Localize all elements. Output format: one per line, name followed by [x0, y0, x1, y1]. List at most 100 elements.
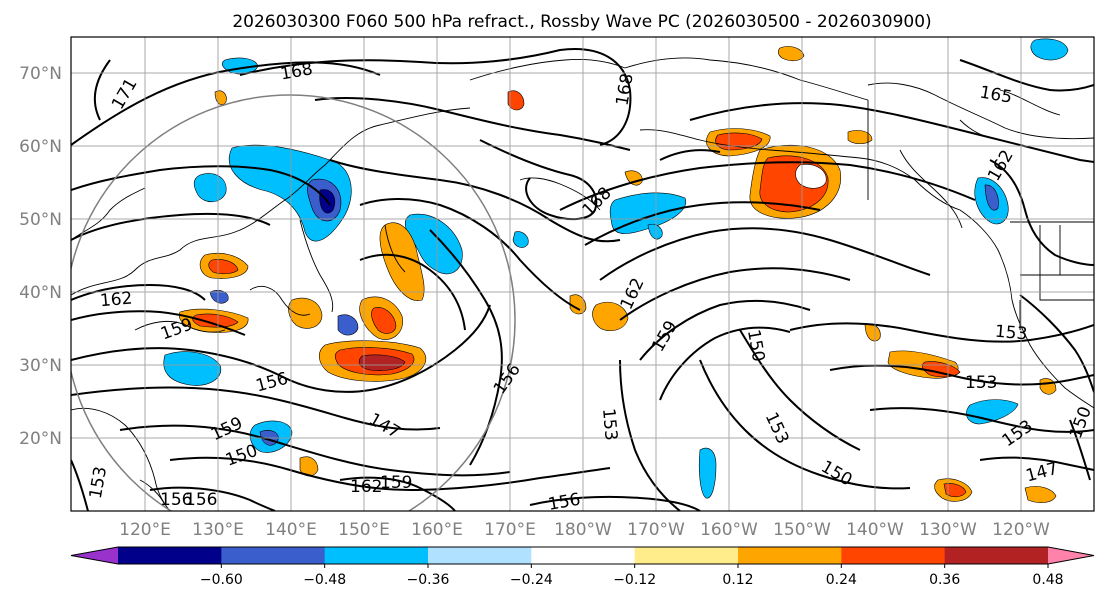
- contour-line: [239, 48, 632, 146]
- colorbar-segment: [634, 547, 739, 564]
- colorbar-segment: [118, 547, 222, 564]
- colorbar-tick-label: 0.24: [826, 572, 857, 588]
- contour-label: 153: [598, 407, 621, 441]
- contour-label: 156: [185, 490, 217, 510]
- colorbar: −0.60 −0.48 −0.36 −0.24 −0.12 0.12 0.24 0.36 0.4…: [70, 546, 1095, 588]
- contour-line: [639, 299, 811, 361]
- lon-label: 120°W: [992, 520, 1050, 540]
- lon-label: 150°E: [338, 520, 390, 540]
- colorbar-tick-label: −0.60: [200, 572, 243, 588]
- lon-label: 180°W: [554, 520, 612, 540]
- contour-line: [71, 212, 271, 241]
- contour-line: [619, 267, 851, 321]
- positive-anomaly-shading: [569, 294, 587, 315]
- contour-line: [659, 149, 721, 161]
- contour-line: [699, 359, 911, 490]
- negative-anomaly-shading: [337, 314, 359, 336]
- lon-label: 130°W: [919, 520, 977, 540]
- lon-label: 120°E: [119, 520, 171, 540]
- positive-anomaly-shading: [592, 301, 629, 331]
- lat-label: 40°N: [19, 283, 62, 303]
- lon-label: 160°E: [411, 520, 463, 540]
- contour-line: [71, 61, 381, 146]
- positive-anomaly-shading: [943, 483, 967, 498]
- contour-line: [529, 495, 701, 511]
- lat-label: 70°N: [19, 64, 62, 84]
- negative-anomaly-shading: [647, 223, 663, 240]
- contour-line: [71, 304, 491, 393]
- contour-line: [989, 159, 1094, 266]
- positive-anomaly-shading: [208, 259, 239, 275]
- latitude-labels: 70°N 60°N 50°N 40°N 30°N 20°N: [19, 64, 62, 449]
- positive-anomaly-shading: [777, 46, 805, 62]
- colorbar-segment: [944, 547, 1049, 564]
- contour-line: [479, 139, 598, 221]
- contour-line: [359, 198, 581, 311]
- contour-label: 153: [994, 322, 1028, 345]
- contour-line: [359, 253, 466, 331]
- lon-label: 160°W: [700, 520, 758, 540]
- colorbar-tick-label: 0.36: [929, 572, 960, 588]
- contour-line: [149, 486, 276, 511]
- colorbar-segment: [324, 547, 429, 564]
- lon-label: 130°E: [192, 520, 244, 540]
- contour-line: [1019, 294, 1094, 393]
- lon-label: 170°E: [484, 520, 536, 540]
- contour-line: [584, 201, 821, 246]
- colorbar-tick-label: −0.24: [510, 572, 553, 588]
- negative-anomaly-shading: [698, 447, 717, 499]
- contour-line: [689, 102, 1094, 163]
- positive-anomaly-shading: [379, 222, 425, 301]
- contour-line: [559, 161, 976, 211]
- positive-anomaly-shading: [795, 164, 827, 189]
- contour-line: [329, 159, 621, 243]
- colorbar-extend-high: [1048, 547, 1094, 564]
- map-panel: 171 168 168 168 165 162 162 162 159 159 …: [71, 37, 1094, 515]
- lat-label: 30°N: [19, 356, 62, 376]
- contour-line: [71, 386, 441, 431]
- contour-label: 156: [547, 490, 582, 515]
- contour-label: 156: [160, 490, 192, 510]
- contour-line: [959, 59, 1094, 92]
- colorbar-tick-label: −0.48: [303, 572, 346, 588]
- colorbar-segment: [841, 547, 946, 564]
- colorbar-tick-label: −0.36: [407, 572, 450, 588]
- grid-lines: [71, 37, 1094, 511]
- colorbar-segment: [428, 547, 532, 564]
- contour-line: [169, 456, 611, 492]
- lon-label: 140°W: [846, 520, 904, 540]
- colorbar-outline: [70, 546, 1095, 565]
- contour-label: 153: [965, 373, 997, 393]
- positive-anomaly-shading: [1024, 486, 1057, 503]
- map-title: 2026030300 F060 500 hPa refract., Rossby…: [232, 12, 931, 32]
- height-contours: [71, 48, 1094, 511]
- lon-label: 140°E: [265, 520, 317, 540]
- lat-label: 20°N: [19, 429, 62, 449]
- contour-line: [619, 359, 681, 511]
- contour-line: [659, 326, 791, 401]
- colorbar-segment: [221, 547, 326, 564]
- contour-label: 159: [380, 473, 412, 493]
- colorbar-tick-label: −0.12: [613, 572, 656, 588]
- longitude-labels: 120°E 130°E 140°E 150°E 160°E 170°E 180°…: [119, 520, 1050, 540]
- contour-line: [1069, 419, 1091, 481]
- contour-label: 162: [350, 477, 382, 497]
- colorbar-tick-label: 0.48: [1032, 572, 1063, 588]
- contour-label: 162: [99, 289, 133, 312]
- contour-line: [119, 424, 511, 477]
- colorbar-segment: [738, 547, 842, 564]
- contour-line: [979, 456, 1094, 471]
- contour-line: [71, 459, 89, 511]
- lon-label: 150°W: [773, 520, 831, 540]
- positive-anomaly-shading: [288, 297, 323, 329]
- colorbar-extend-low: [71, 547, 118, 564]
- contour-line: [869, 407, 1094, 433]
- negative-anomaly-shading: [163, 351, 222, 386]
- contour-line: [789, 322, 1094, 343]
- lat-label: 60°N: [19, 137, 62, 157]
- contour-line: [599, 227, 931, 281]
- lon-label: 170°W: [627, 520, 685, 540]
- positive-anomaly-shading: [371, 307, 397, 334]
